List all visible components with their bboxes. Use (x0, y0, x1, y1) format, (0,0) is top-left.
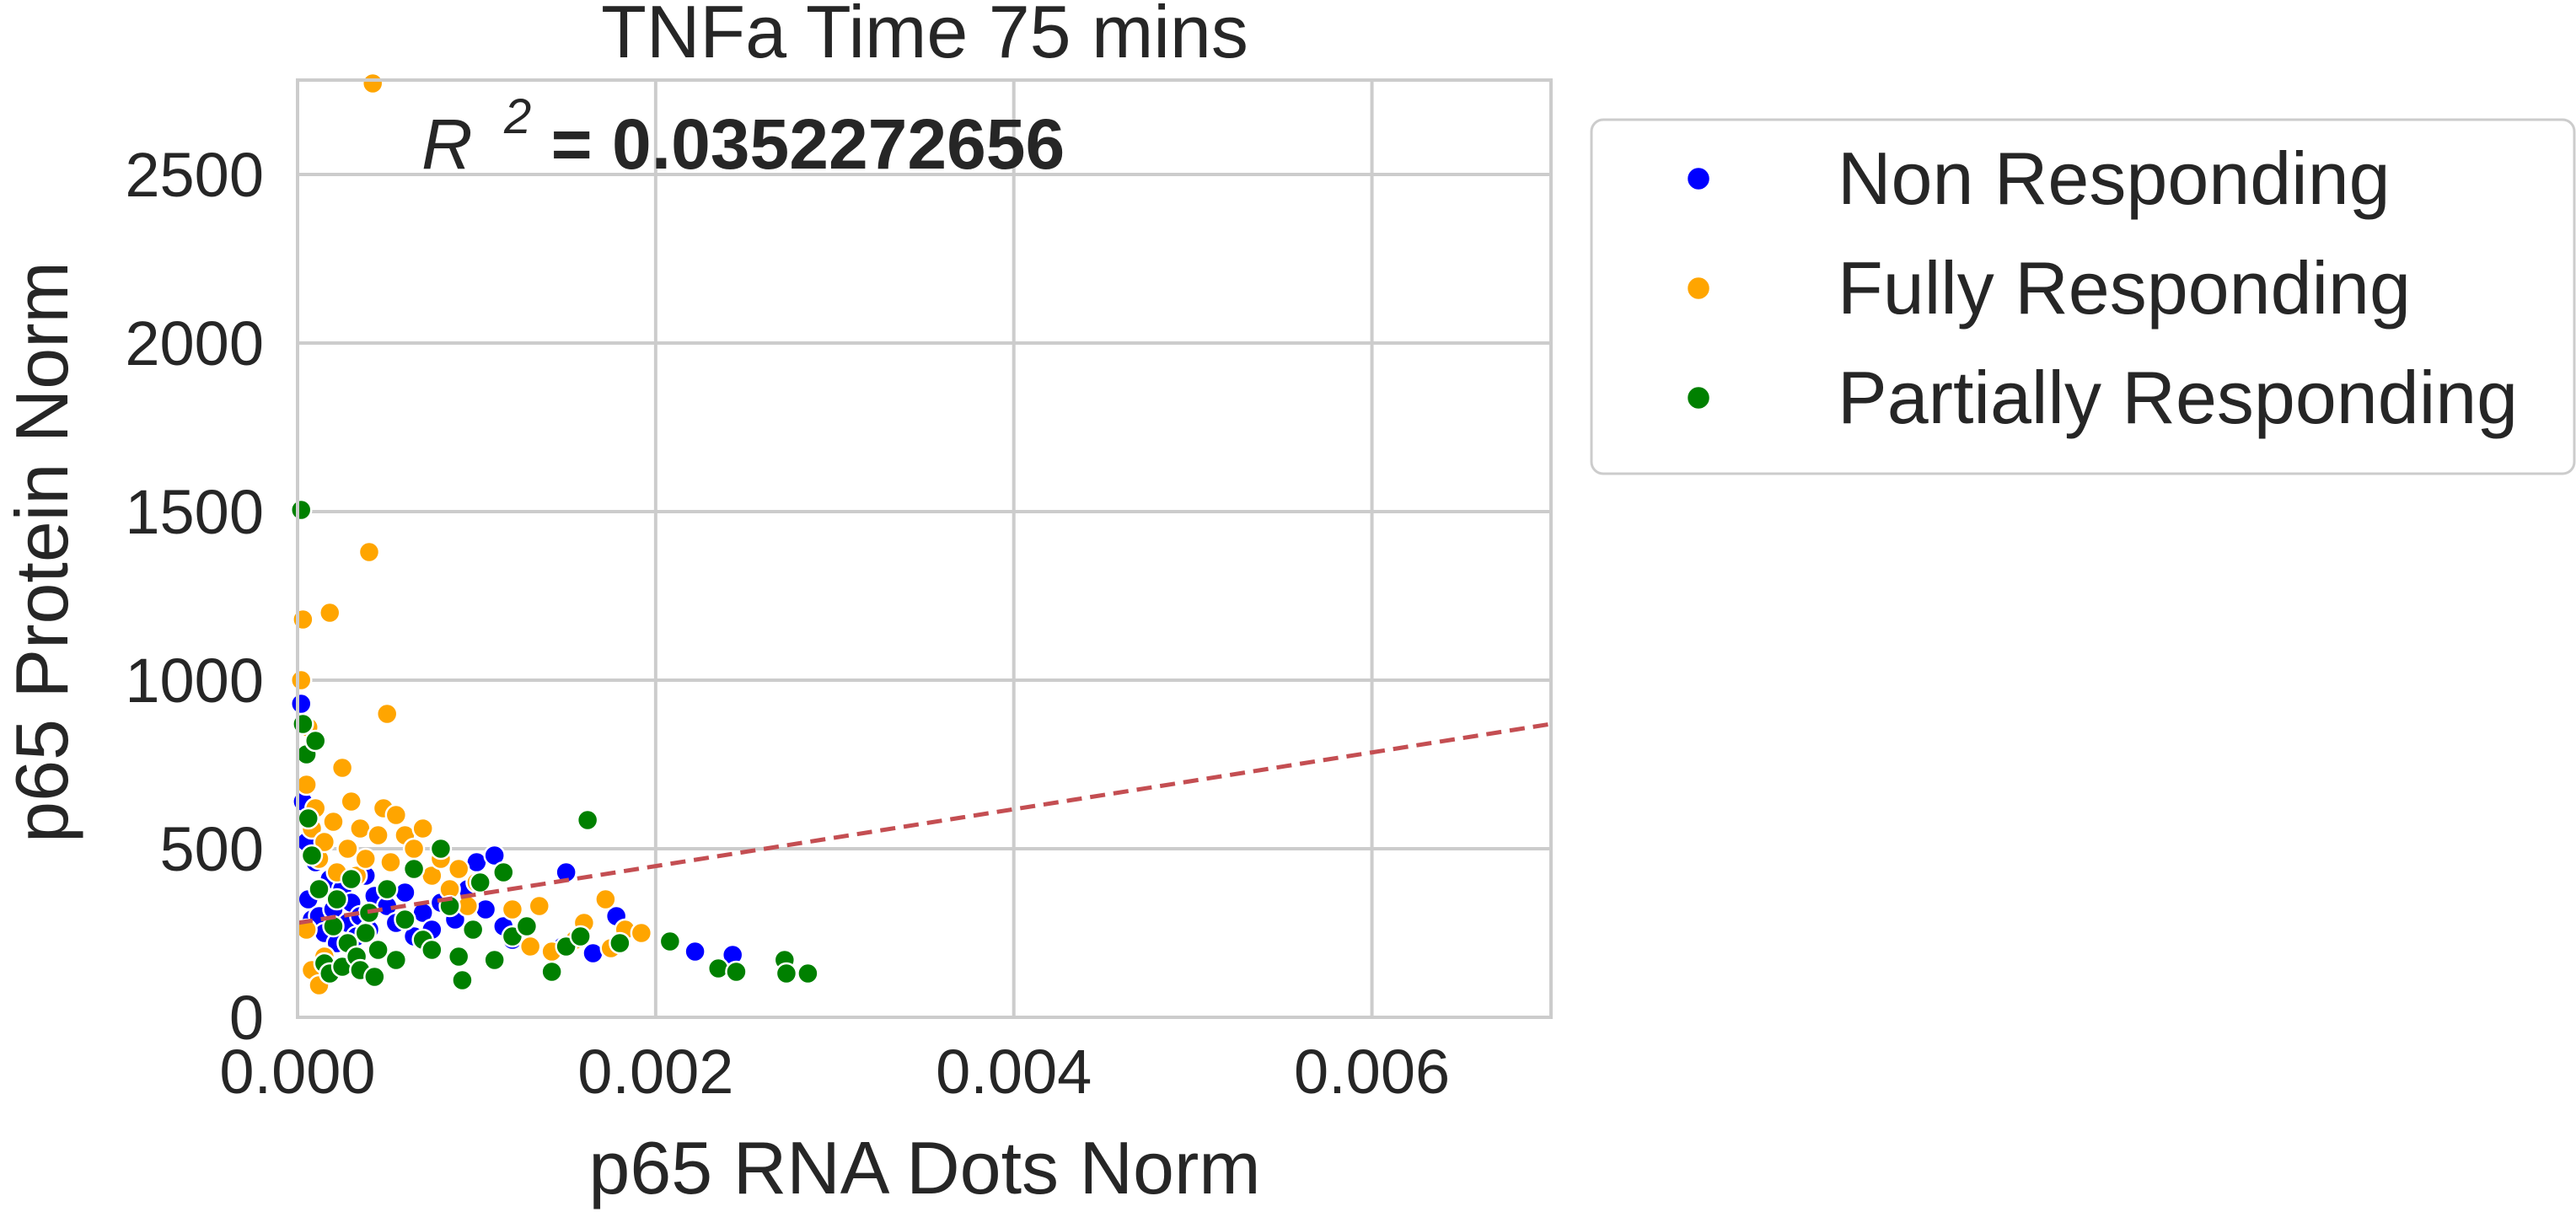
point-partially-responding (569, 925, 592, 948)
legend-box (1590, 118, 2576, 475)
x-tick-labels: 0.000 0.002 0.004 0.006 (219, 1037, 1450, 1107)
r-symbol: R (421, 105, 473, 184)
point-partially-responding (706, 957, 730, 980)
y-tick-label: 2000 (125, 308, 264, 378)
legend-marker-fully-responding (1685, 275, 1712, 302)
point-fully-responding (336, 837, 359, 861)
x-tick-label: 0.002 (577, 1037, 733, 1107)
data-points (289, 72, 819, 997)
point-fully-responding (318, 601, 341, 625)
point-fully-responding (367, 823, 389, 847)
point-fully-responding (292, 608, 314, 631)
y-tick-label: 0 (229, 983, 264, 1053)
point-fully-responding (330, 756, 354, 780)
point-partially-responding (775, 962, 798, 985)
point-partially-responding (461, 918, 485, 941)
point-fully-responding (354, 847, 377, 871)
y-tick-labels: 0 500 1000 1500 2000 2500 (125, 140, 264, 1053)
point-fully-responding (528, 894, 551, 918)
legend-label-partially-responding: Partially Responding (1838, 356, 2518, 439)
x-tick-label: 0.000 (219, 1037, 375, 1107)
point-partially-responding (297, 807, 319, 830)
point-partially-responding (402, 857, 426, 881)
x-axis-label: p65 RNA Dots Norm (588, 1126, 1260, 1209)
legend-marker-partially-responding (1685, 384, 1712, 411)
y-tick-label: 2500 (125, 140, 264, 210)
r-squared-annotation: R 2 = 0.0352272656 (421, 69, 1065, 184)
point-fully-responding (447, 857, 470, 881)
chart-title: TNFa Time 75 mins (601, 0, 1248, 73)
legend-marker-non-responding (1685, 165, 1712, 192)
point-fully-responding (379, 850, 402, 874)
point-partially-responding (354, 921, 377, 945)
point-partially-responding (447, 945, 470, 968)
point-fully-responding (594, 888, 617, 911)
point-non-responding (289, 692, 313, 716)
point-fully-responding (361, 72, 384, 95)
point-fully-responding (375, 702, 399, 726)
point-partially-responding (289, 498, 313, 522)
point-fully-responding (289, 668, 313, 692)
point-partially-responding (367, 938, 389, 962)
legend-label-non-responding: Non Responding (1838, 137, 2391, 220)
point-partially-responding (340, 867, 362, 891)
point-partially-responding (308, 877, 330, 901)
x-tick-label: 0.006 (1294, 1037, 1450, 1107)
point-partially-responding (469, 871, 491, 894)
point-fully-responding (322, 810, 345, 834)
point-fully-responding (501, 898, 524, 921)
point-non-responding (684, 940, 706, 963)
point-partially-responding (515, 914, 539, 938)
point-partially-responding (797, 962, 819, 985)
point-partially-responding (609, 931, 631, 955)
point-partially-responding (429, 837, 453, 861)
r-squared-value: = 0.0352272656 (551, 105, 1065, 184)
legend-items: Non Responding Fully Responding Partially … (1685, 137, 2518, 439)
regression-line (297, 721, 1552, 925)
point-fully-responding (384, 803, 408, 827)
point-partially-responding (363, 965, 386, 989)
point-partially-responding (658, 930, 682, 953)
legend: Non Responding Fully Responding Partially … (1590, 118, 2576, 475)
point-partially-responding (300, 844, 324, 867)
regression-line-group (297, 721, 1552, 925)
point-non-responding (483, 844, 506, 867)
point-fully-responding (357, 540, 381, 564)
y-tick-label: 1000 (125, 646, 264, 716)
point-fully-responding (340, 790, 362, 813)
point-non-responding (555, 861, 577, 884)
y-axis-label: p65 Protein Norm (0, 261, 83, 843)
point-partially-responding (451, 968, 474, 992)
point-partially-responding (483, 948, 506, 972)
x-tick-label: 0.004 (936, 1037, 1092, 1107)
point-fully-responding (295, 773, 318, 796)
point-fully-responding (630, 921, 653, 945)
point-partially-responding (540, 960, 563, 984)
point-partially-responding (384, 948, 408, 972)
point-partially-responding (292, 712, 314, 736)
point-partially-responding (576, 808, 599, 832)
y-tick-label: 1500 (125, 477, 264, 547)
point-non-responding (474, 898, 497, 921)
point-partially-responding (421, 938, 443, 962)
point-partially-responding (303, 729, 327, 753)
point-fully-responding (313, 830, 336, 854)
point-partially-responding (375, 877, 399, 901)
point-fully-responding (518, 935, 542, 958)
point-partially-responding (325, 888, 348, 911)
point-partially-responding (492, 861, 515, 884)
point-partially-responding (394, 908, 416, 931)
plot-frame (296, 78, 1553, 1019)
legend-label-fully-responding: Fully Responding (1838, 246, 2411, 330)
point-partially-responding (725, 960, 748, 984)
point-fully-responding (402, 837, 426, 861)
y-tick-label: 500 (160, 814, 264, 884)
point-non-responding (394, 881, 416, 904)
point-fully-responding (411, 817, 434, 840)
r-superscript: 2 (503, 89, 531, 144)
